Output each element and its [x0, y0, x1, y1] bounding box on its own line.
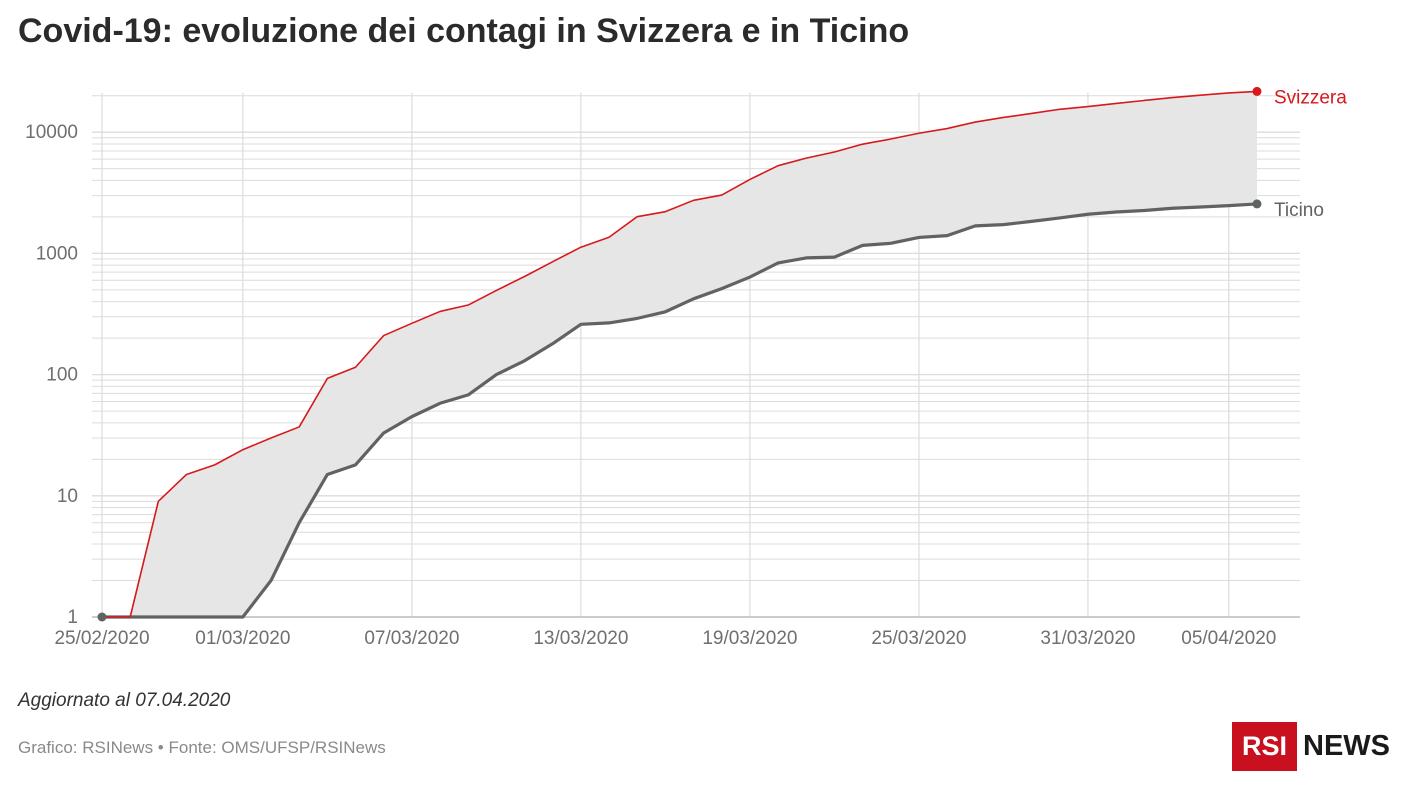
x-tick-label: 25/03/2020 [871, 628, 966, 649]
axis-labels: Svizzera Ticino 1 10 100 1000 10000 25/02/2020 0… [25, 87, 1347, 649]
rsi-news-logo: RSI NEWS [1232, 722, 1390, 771]
series-start-marker-ticino [97, 612, 107, 622]
band-svizzera-ticino [102, 91, 1257, 617]
logo-text: NEWS [1303, 730, 1390, 762]
x-tick-label: 07/03/2020 [364, 628, 459, 649]
x-tick-label: 19/03/2020 [702, 628, 797, 649]
x-tick-label: 01/03/2020 [195, 628, 290, 649]
y-tick-label: 100 [46, 365, 78, 386]
x-tick-label: 31/03/2020 [1040, 628, 1135, 649]
x-tick-label: 25/02/2020 [54, 628, 149, 649]
series-label-svizzera: Svizzera [1274, 87, 1347, 108]
series-end-marker-ticino [1252, 199, 1262, 209]
chart-title: Covid-19: evoluzione dei contagi in Sviz… [18, 12, 910, 50]
area-between-series [102, 91, 1257, 617]
y-tick-label: 10000 [25, 122, 78, 143]
series-label-ticino: Ticino [1274, 200, 1324, 221]
series-lines [97, 86, 1262, 622]
logo-box: RSI [1232, 722, 1297, 771]
series-line-ticino [102, 202, 1258, 619]
source-credit: Grafico: RSINews • Fonte: OMS/UFSP/RSINe… [18, 738, 386, 757]
series-line-svizzera [102, 90, 1258, 618]
y-tick-label: 1 [67, 607, 78, 628]
x-tick-label: 13/03/2020 [533, 628, 628, 649]
y-tick-label: 1000 [36, 243, 78, 264]
chart: Svizzera Ticino 1 10 100 1000 10000 25/02/2020 0… [25, 86, 1347, 649]
x-tick-label: 05/04/2020 [1181, 628, 1276, 649]
y-tick-label: 10 [57, 486, 78, 507]
series-end-marker-svizzera [1252, 86, 1262, 96]
update-note: Aggiornato al 07.04.2020 [18, 690, 231, 711]
